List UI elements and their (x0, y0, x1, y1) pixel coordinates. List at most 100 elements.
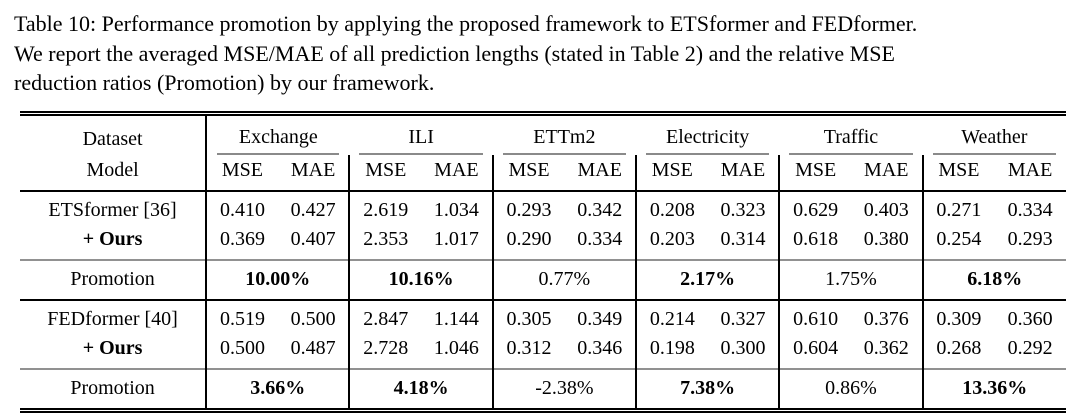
metric-value: 0.271 (921, 190, 995, 225)
metric-value: 1.144 (433, 307, 479, 330)
promotion-value: 1.75% (778, 258, 923, 301)
metric-value: 0.290 (491, 224, 565, 260)
metric-value: 0.403 (863, 198, 909, 221)
dataset-header-label: Traffic (823, 125, 879, 148)
row-fedformer: FEDformer [40] 0.519 0.500 2.847 1.144 0… (20, 299, 1066, 334)
metric-value: 0.407 (290, 227, 336, 250)
model-label: FEDformer [40] (47, 307, 178, 330)
paper-page: Table 10: Performance promotion by apply… (0, 9, 1086, 420)
promotion-value: 10.00% (205, 258, 350, 301)
metric-value: 0.346 (577, 336, 623, 359)
metric-value: 2.847 (348, 299, 422, 334)
metric-value: 0.519 (205, 299, 278, 334)
metric-value: 0.360 (1007, 307, 1053, 330)
metric-value: 0.214 (635, 299, 708, 334)
promotion-value: 0.77% (491, 258, 637, 301)
promotion-value: 7.38% (635, 367, 780, 413)
metric-value: 0.334 (1007, 198, 1053, 221)
metric-value: 0.314 (720, 227, 766, 250)
metric-header: MAE (564, 154, 637, 192)
metric-value: 0.410 (205, 190, 278, 225)
metric-value: 0.327 (720, 307, 766, 330)
metric-value: 0.309 (921, 299, 995, 334)
metric-value: 0.198 (635, 333, 708, 369)
caption-line: We report the averaged MSE/MAE of all pr… (14, 40, 895, 66)
metric-value: 0.254 (921, 224, 995, 260)
metric-header: MAE (277, 154, 350, 192)
metric-value: 0.487 (290, 336, 336, 359)
metric-value: 0.323 (720, 198, 766, 221)
metric-value: 0.203 (635, 224, 708, 260)
dataset-header: ETTm2 (492, 110, 637, 155)
metric-value: 0.629 (778, 190, 851, 225)
dataset-header-label: Weather (961, 125, 1028, 148)
caption-line: Table 10: Performance promotion by apply… (14, 11, 918, 36)
metric-header: MSE (491, 154, 565, 192)
metric-value: 0.293 (1007, 227, 1053, 250)
metric-header: MAE (994, 154, 1066, 192)
metric-value: 0.292 (1007, 336, 1053, 359)
metric-header: MAE (421, 154, 493, 192)
metric-value: 1.046 (433, 336, 479, 359)
metric-value: 0.293 (491, 190, 565, 225)
metric-value: 0.380 (863, 227, 909, 250)
dataset-underline (502, 152, 627, 155)
dataset-header-label: Electricity (666, 125, 750, 148)
metric-value: 0.618 (778, 224, 851, 260)
metric-value: 0.369 (205, 224, 278, 260)
promotion-value: 13.36% (921, 367, 1066, 413)
row-promotion-fedformer: Promotion 3.66% 4.18% -2.38% 7.38% 0.86%… (20, 367, 1066, 413)
dataset-corner-label: Dataset (20, 110, 207, 155)
dataset-header: Exchange (205, 110, 350, 155)
promotion-label: Promotion (20, 367, 207, 413)
model-label: ETSformer [36] (48, 198, 177, 221)
promotion-label: Promotion (20, 258, 207, 301)
metric-header: MAE (850, 154, 923, 192)
metric-value: 0.334 (577, 227, 623, 250)
metric-header: MSE (348, 154, 422, 192)
results-table: Dataset Exchange ILI ETTm2 Electricity T… (20, 110, 1066, 413)
metric-value: 0.500 (205, 333, 278, 369)
metric-value: 0.362 (863, 336, 909, 359)
metric-header: MAE (707, 154, 780, 192)
dataset-header-label: ILI (408, 125, 434, 148)
caption-line: reduction ratios (Promotion) by our fram… (14, 70, 435, 95)
metric-value: 2.619 (348, 190, 422, 225)
dataset-header: Traffic (779, 110, 923, 155)
dataset-underline (646, 152, 770, 155)
dataset-header: Electricity (636, 110, 780, 155)
promotion-value: 10.16% (348, 258, 493, 301)
promotion-value: 3.66% (205, 367, 350, 413)
metric-value: 0.268 (921, 333, 995, 369)
metric-value: 0.300 (720, 336, 766, 359)
metric-header: MSE (778, 154, 851, 192)
promotion-value: -2.38% (491, 367, 637, 413)
metric-value: 0.500 (290, 307, 336, 330)
metric-value: 0.208 (635, 190, 708, 225)
promotion-value: 4.18% (348, 367, 493, 413)
table-caption: Table 10: Performance promotion by apply… (14, 9, 1086, 98)
metric-value: 0.610 (778, 299, 851, 334)
model-label: + Ours (82, 227, 143, 250)
metric-value: 2.728 (348, 333, 422, 369)
header-row-datasets: Dataset Exchange ILI ETTm2 Electricity T… (20, 110, 1066, 155)
model-label: + Ours (82, 336, 143, 359)
metric-header: MSE (635, 154, 708, 192)
row-etsformer: ETSformer [36] 0.410 0.427 2.619 1.034 0… (20, 190, 1066, 225)
metric-value: 0.305 (491, 299, 565, 334)
metric-value: 0.342 (577, 198, 623, 221)
dataset-header: Weather (922, 110, 1066, 155)
promotion-value: 0.86% (778, 367, 923, 413)
header-row-metrics: Model MSE MAE MSE MAE MSE MAE MSE MAE MS… (20, 154, 1066, 192)
row-promotion-etsformer: Promotion 10.00% 10.16% 0.77% 2.17% 1.75… (20, 258, 1066, 301)
metric-value: 0.312 (491, 333, 565, 369)
dataset-underline (789, 152, 913, 155)
model-corner-label: Model (20, 154, 207, 192)
metric-value: 1.034 (433, 198, 479, 221)
promotion-value: 2.17% (635, 258, 780, 301)
dataset-header: ILI (349, 110, 493, 155)
dataset-underline (359, 152, 483, 155)
dataset-header-label: Exchange (238, 125, 318, 148)
dataset-underline (932, 152, 1056, 155)
dataset-underline (217, 152, 340, 155)
